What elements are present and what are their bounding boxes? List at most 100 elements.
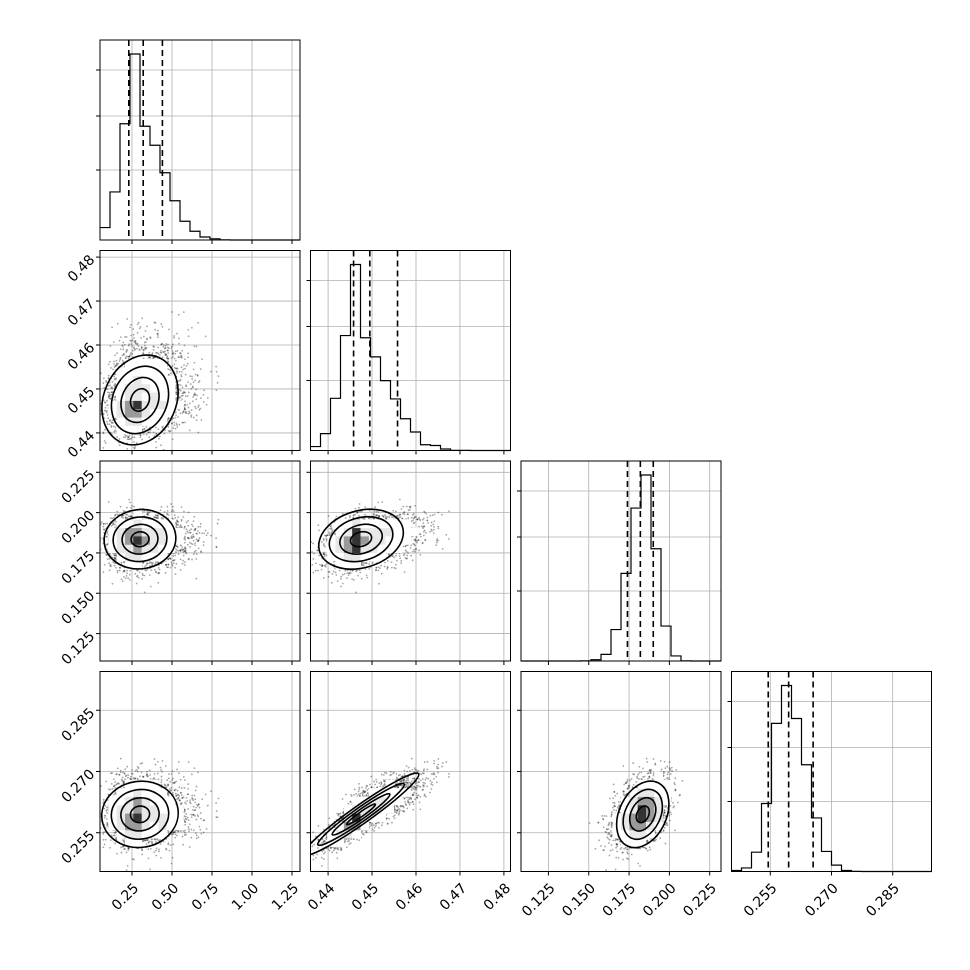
density-cell bbox=[133, 375, 143, 385]
scatter-point bbox=[177, 521, 180, 523]
scatter-point bbox=[178, 342, 181, 345]
scatter-point bbox=[183, 525, 186, 528]
scatter-point bbox=[179, 352, 182, 355]
scatter-point bbox=[102, 431, 105, 434]
scatter-point bbox=[106, 399, 108, 402]
scatter-point bbox=[160, 343, 163, 346]
scatter-point bbox=[158, 354, 161, 356]
scatter-point bbox=[150, 561, 152, 564]
scatter-point bbox=[182, 391, 185, 393]
scatter-point bbox=[105, 380, 107, 382]
density-cell bbox=[166, 383, 176, 393]
scatter-point bbox=[125, 513, 128, 516]
scatter-point bbox=[184, 547, 187, 550]
scatter-point bbox=[97, 409, 99, 411]
scatter-point bbox=[129, 339, 132, 342]
scatter-point bbox=[139, 434, 142, 437]
scatter-point bbox=[188, 531, 191, 534]
scatter-point bbox=[87, 375, 89, 377]
density-cell bbox=[133, 408, 143, 418]
scatter-point bbox=[183, 526, 186, 528]
contour-line bbox=[110, 365, 170, 435]
scatter-point bbox=[124, 516, 127, 519]
scatter-point bbox=[195, 549, 197, 552]
scatter-point bbox=[199, 407, 202, 410]
scatter-point bbox=[147, 356, 150, 359]
scatter-point bbox=[167, 374, 170, 376]
scatter-point bbox=[194, 528, 197, 531]
scatter-point bbox=[102, 412, 105, 415]
scatter-point bbox=[177, 546, 179, 549]
scatter-point bbox=[138, 348, 141, 351]
scatter-point bbox=[127, 355, 129, 358]
scatter-point bbox=[186, 530, 189, 533]
scatter-point bbox=[123, 569, 126, 572]
scatter-point bbox=[128, 434, 131, 437]
density-cell bbox=[158, 383, 168, 393]
scatter-point bbox=[187, 356, 190, 359]
scatter-point bbox=[184, 408, 187, 411]
scatter-point bbox=[128, 343, 130, 346]
scatter-point bbox=[184, 421, 186, 424]
scatter-point bbox=[187, 537, 190, 540]
scatter-point bbox=[130, 343, 133, 345]
scatter-point bbox=[187, 381, 189, 384]
scatter-point bbox=[146, 338, 148, 341]
scatter-point bbox=[197, 431, 200, 434]
scatter-point bbox=[96, 405, 98, 407]
scatter-point bbox=[131, 504, 134, 507]
scatter-point bbox=[175, 367, 178, 370]
scatter-point bbox=[149, 356, 151, 359]
scatter-point bbox=[133, 341, 136, 343]
scatter-point bbox=[126, 513, 129, 516]
scatter-point bbox=[124, 517, 127, 520]
density-cell bbox=[141, 417, 151, 426]
scatter-point bbox=[178, 370, 181, 373]
density-cell bbox=[141, 383, 151, 393]
scatter-point bbox=[138, 571, 141, 573]
scatter-point bbox=[186, 543, 189, 546]
density-cell bbox=[133, 392, 143, 401]
scatter-point bbox=[133, 447, 136, 450]
scatter-point bbox=[182, 421, 185, 424]
scatter-point bbox=[122, 348, 125, 351]
scatter-point bbox=[181, 386, 184, 389]
scatter-point bbox=[142, 335, 145, 338]
scatter-point bbox=[171, 355, 174, 358]
scatter-point bbox=[170, 311, 173, 313]
scatter-point bbox=[109, 397, 112, 400]
scatter-point bbox=[174, 427, 177, 430]
scatter-point bbox=[112, 522, 114, 525]
scatter-point bbox=[176, 523, 178, 526]
scatter-point bbox=[130, 514, 132, 517]
scatter-point bbox=[161, 342, 163, 345]
scatter-point bbox=[141, 317, 144, 320]
scatter-point bbox=[166, 356, 168, 359]
scatter-point bbox=[127, 436, 130, 439]
scatter-point bbox=[187, 328, 190, 331]
scatter-point bbox=[126, 516, 129, 519]
scatter-point bbox=[114, 364, 117, 367]
scatter-point bbox=[180, 356, 183, 359]
scatter-point bbox=[131, 344, 134, 347]
scatter-point bbox=[132, 333, 135, 336]
scatter-point bbox=[180, 506, 183, 508]
scatter-point bbox=[175, 386, 178, 389]
scatter-point bbox=[143, 591, 146, 594]
contour-line bbox=[120, 376, 160, 424]
scatter-point bbox=[147, 511, 150, 514]
scatter-point bbox=[170, 347, 173, 350]
scatter-point bbox=[216, 381, 219, 384]
scatter-point bbox=[114, 365, 117, 367]
scatter-point bbox=[112, 521, 115, 524]
scatter-point bbox=[183, 564, 186, 566]
scatter-point bbox=[131, 339, 134, 342]
scatter-point bbox=[189, 383, 192, 385]
scatter-point bbox=[193, 345, 196, 348]
scatter-point bbox=[167, 352, 170, 354]
scatter-point bbox=[167, 373, 170, 376]
scatter-point bbox=[182, 554, 185, 557]
scatter-point bbox=[126, 572, 128, 575]
scatter-point bbox=[190, 542, 193, 545]
scatter-point bbox=[155, 446, 158, 449]
